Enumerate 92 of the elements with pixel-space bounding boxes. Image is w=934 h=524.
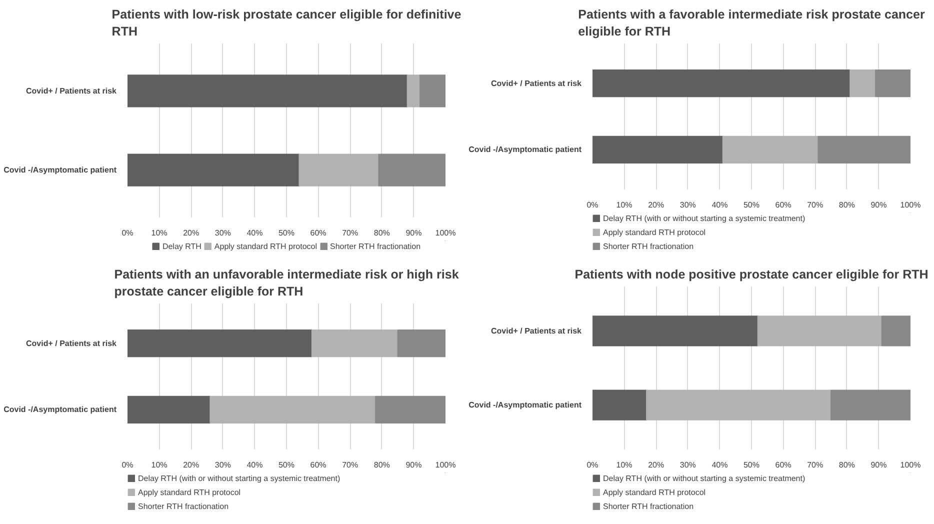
chart-title: Patients with node positive prostate cancer eligible for RTH <box>574 268 928 282</box>
bar <box>420 74 446 108</box>
x-tick-label: 70% <box>807 460 824 470</box>
legend-label: Apply standard RTH protocol <box>603 486 706 498</box>
bar <box>881 316 910 346</box>
y-tick-label: Covid -/Asymptomatic patient <box>468 400 582 410</box>
legend-label: Delay RTH <box>162 240 202 252</box>
y-tick-label: Covid+ / Patients at risk <box>491 326 582 336</box>
bar <box>128 396 211 424</box>
legend-label: Shorter RTH fractionation <box>603 240 694 252</box>
x-tick-label: 80% <box>374 460 390 470</box>
x-tick-label: 40% <box>246 460 263 470</box>
x-tick-label: 0% <box>586 200 598 210</box>
x-tick-label: 90% <box>870 200 887 210</box>
x-tick-label: 0% <box>122 228 134 238</box>
x-tick-label: 20% <box>183 460 200 470</box>
legend-label: Shorter RTH fractionation <box>138 500 229 512</box>
x-tick-label: 90% <box>406 460 422 470</box>
bar <box>875 70 910 98</box>
bar <box>830 390 910 420</box>
legend-label: Delay RTH (with or without starting a systemic treatment) <box>138 472 340 484</box>
bar <box>128 154 300 186</box>
bar <box>592 70 851 98</box>
x-tick-label: 80% <box>838 460 855 470</box>
bar <box>128 330 312 358</box>
x-tick-label: 80% <box>374 228 390 238</box>
x-tick-label: 70% <box>807 200 824 210</box>
x-tick-label: 10% <box>616 200 632 210</box>
legend-label: Delay RTH (with or without starting a systemic treatment) <box>603 212 806 224</box>
chart-title: Patients with an unfavorable intermediate risk or high risk prostate cancer eligible for RTH <box>114 268 459 298</box>
x-tick-label: 30% <box>214 228 231 238</box>
bar <box>592 136 724 164</box>
x-tick-label: 60% <box>310 460 326 470</box>
x-tick-label: 40% <box>712 200 728 210</box>
x-tick-label: 100% <box>900 200 921 210</box>
chart-title: Patients with a favorable intermediate risk prostate cancer eligible for RTH <box>578 8 925 38</box>
chart-title: Patients with low-risk prostate cancer eligible for definitive RTH <box>112 8 462 38</box>
x-tick-label: 10% <box>151 228 168 238</box>
bar <box>646 390 832 420</box>
bar <box>722 136 819 164</box>
x-tick-label: 70% <box>342 228 358 238</box>
legend-label: Apply standard RTH protocol <box>138 486 241 498</box>
x-tick-label: 60% <box>775 460 792 470</box>
x-tick-label: 50% <box>743 200 760 210</box>
bar <box>311 330 398 358</box>
x-tick-label: 100% <box>435 228 456 238</box>
x-tick-label: 50% <box>278 228 295 238</box>
x-tick-label: 100% <box>900 460 921 470</box>
y-tick-label: Covid+ / Patients at risk <box>26 86 118 96</box>
x-tick-label: 60% <box>310 228 326 238</box>
x-tick-label: 70% <box>342 460 358 470</box>
legend-label: Apply standard RTH protocol <box>603 226 706 238</box>
x-tick-label: 50% <box>278 460 295 470</box>
bar <box>397 330 446 358</box>
x-tick-label: 90% <box>406 228 422 238</box>
y-tick-label: Covid+ / Patients at risk <box>26 338 118 348</box>
x-tick-label: 80% <box>838 200 855 210</box>
bar <box>850 70 876 98</box>
y-tick-label: Covid+ / Patients at risk <box>491 78 582 88</box>
legend-label: Shorter RTH fractionation <box>603 500 694 512</box>
x-tick-label: 50% <box>743 460 760 470</box>
x-tick-label: 10% <box>151 460 168 470</box>
bar <box>818 136 910 164</box>
x-tick-label: 30% <box>680 460 696 470</box>
bar <box>128 74 408 108</box>
x-tick-label: 40% <box>712 460 728 470</box>
x-tick-label: 20% <box>183 228 200 238</box>
x-tick-label: 100% <box>435 460 456 470</box>
x-tick-label: 30% <box>680 200 696 210</box>
bar <box>757 316 882 346</box>
bar <box>298 154 380 186</box>
y-tick-label: Covid -/Asymptomatic patient <box>4 166 117 175</box>
bar <box>592 316 758 346</box>
x-tick-label: 0% <box>586 460 598 470</box>
legend-label: Delay RTH (with or without starting a systemic treatment) <box>603 472 806 484</box>
x-tick-label: 40% <box>246 228 263 238</box>
x-tick-label: 20% <box>648 460 664 470</box>
bar <box>210 396 376 424</box>
x-tick-label: 10% <box>616 460 632 470</box>
bar <box>406 74 421 108</box>
y-tick-label: Covid -/Asymptomatic patient <box>468 145 582 154</box>
x-tick-label: 30% <box>214 460 231 470</box>
legend-label: Shorter RTH fractionation <box>330 240 421 252</box>
legend-label: Apply standard RTH protocol <box>214 240 317 252</box>
bar <box>592 390 648 420</box>
y-tick-label: Covid -/Asymptomatic patient <box>4 405 117 414</box>
x-tick-label: 60% <box>775 200 792 210</box>
x-tick-label: 90% <box>870 460 887 470</box>
bar <box>378 154 446 186</box>
x-tick-label: 0% <box>122 460 134 470</box>
bar <box>375 396 446 424</box>
x-tick-label: 20% <box>648 200 664 210</box>
